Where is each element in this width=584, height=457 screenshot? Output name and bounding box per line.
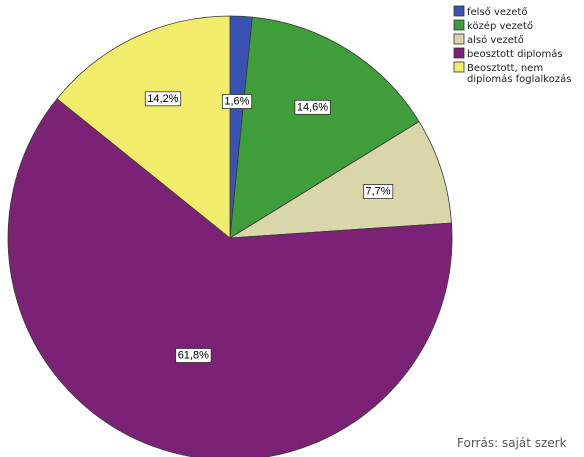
pie-value-label-2: 14,6% [295, 100, 330, 114]
pie-value-text-4: 61,8% [178, 350, 209, 362]
pie-slices [8, 16, 452, 457]
legend-label-5-line2: diplomás foglalkozás [467, 73, 571, 85]
legend-swatch-5 [454, 62, 464, 72]
pie-value-text-2: 14,6% [297, 101, 328, 113]
legend: felső vezető közép vezető alsó vezető beosz… [454, 6, 571, 85]
legend-item-3: alsó vezető [454, 34, 524, 46]
legend-label-4: beosztott diplomás [467, 48, 563, 60]
legend-label-5: Beosztott, nem [467, 63, 543, 74]
pie-value-label-4: 61,8% [176, 349, 211, 363]
pie-value-label-5: 14,2% [145, 92, 180, 106]
legend-label-3: alsó vezető [467, 34, 524, 46]
pie-value-label-3: 7,7% [364, 185, 393, 199]
legend-swatch-2 [454, 20, 464, 30]
legend-label-2: közép vezető [467, 20, 533, 32]
pie-value-label-1: 1,6% [222, 95, 251, 109]
legend-swatch-1 [454, 6, 464, 16]
pie-value-text-5: 14,2% [147, 93, 178, 105]
legend-item-1: felső vezető [454, 6, 527, 18]
source-note: Forrás: saját szerk [457, 436, 567, 450]
legend-label-1: felső vezető [467, 6, 527, 18]
legend-item-2: közép vezető [454, 20, 533, 32]
legend-item-4: beosztott diplomás [454, 48, 563, 60]
legend-swatch-4 [454, 48, 464, 58]
pie-value-text-1: 1,6% [224, 96, 249, 108]
pie-value-text-3: 7,7% [365, 186, 390, 198]
legend-swatch-3 [454, 34, 464, 44]
